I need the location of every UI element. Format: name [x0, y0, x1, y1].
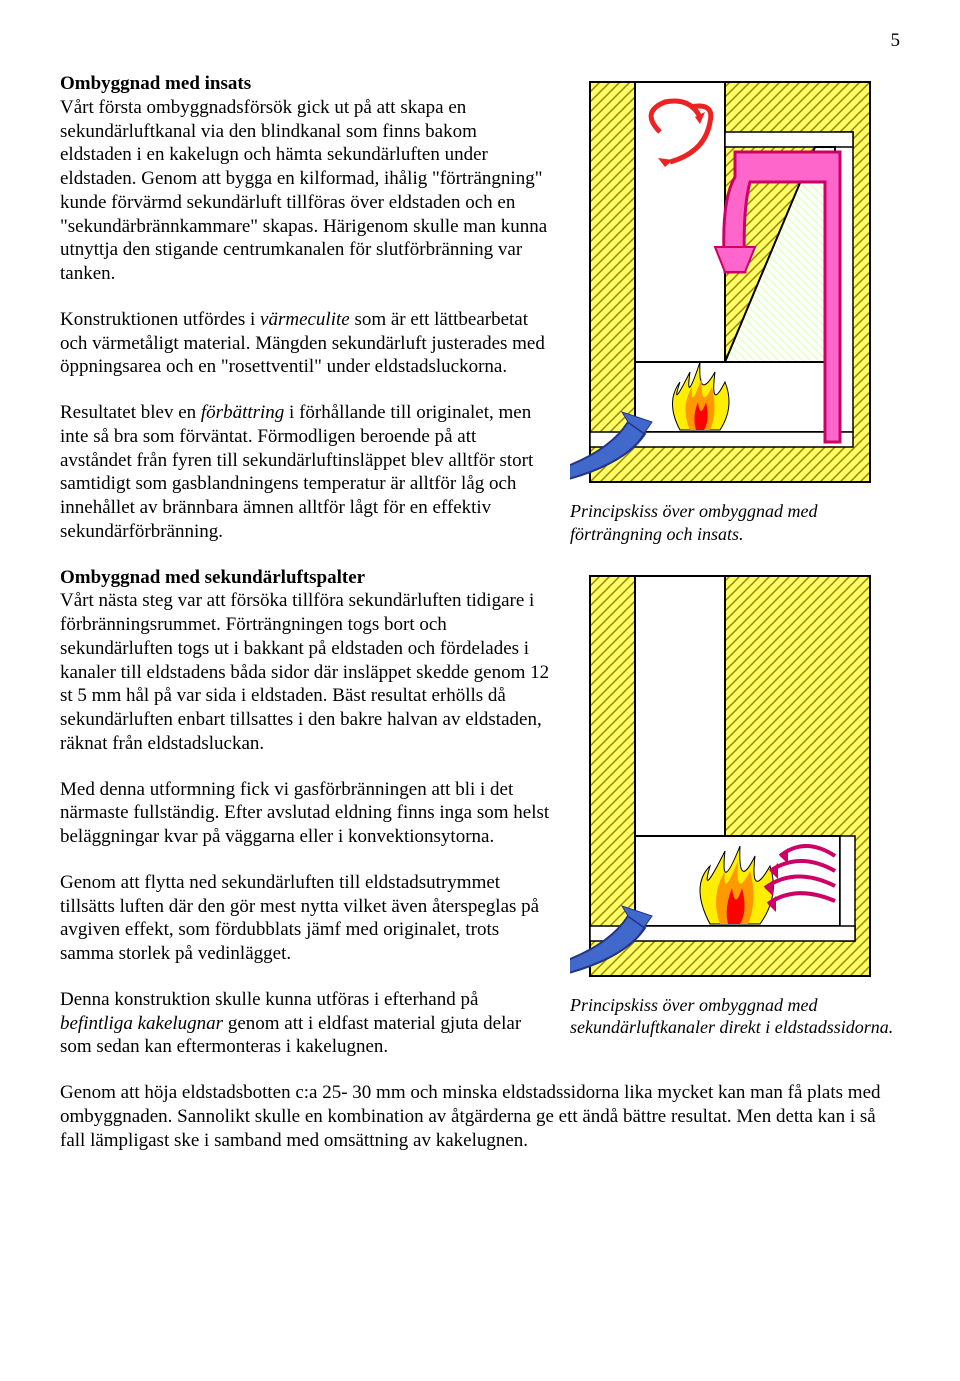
- section1-p3-a: Resultatet blev en: [60, 402, 201, 423]
- diagram-1-caption: Principskiss över ombyggnad med förträng…: [570, 500, 900, 545]
- section2-p1: Ombyggnad med sekundärluftspalter Vårt n…: [60, 566, 550, 756]
- section1-p2: Konstruktionen utfördes i värmeculite so…: [60, 308, 550, 379]
- section1-title: Ombyggnad med insats: [60, 73, 251, 94]
- section2-title: Ombyggnad med sekundärluftspalter: [60, 567, 365, 588]
- section2-p3: Genom att flytta ned sekundärluften till…: [60, 871, 550, 966]
- section2-p2: Med denna utformning fick vi gasförbränn…: [60, 778, 550, 849]
- section1-p3-b: förbättring: [201, 402, 284, 423]
- diagram-1: [570, 72, 890, 492]
- diagram-2-caption: Principskiss över ombyggnad med sekundär…: [570, 994, 900, 1039]
- page-number: 5: [60, 30, 900, 52]
- closing-para: Genom att höja eldstadsbotten c:a 25- 30…: [60, 1081, 900, 1152]
- section2-p4-b: befintliga kakelugnar: [60, 1013, 223, 1034]
- diagram-2: [570, 566, 890, 986]
- section2-p1-text: Vårt nästa steg var att försöka tillföra…: [60, 590, 549, 754]
- section1-p1: Ombyggnad med insats Vårt första ombyggn…: [60, 72, 550, 286]
- section2-p4-a: Denna konstruktion skulle kunna utföras …: [60, 989, 478, 1010]
- section1-p3: Resultatet blev en förbättring i förhåll…: [60, 401, 550, 544]
- section2-p4: Denna konstruktion skulle kunna utföras …: [60, 988, 550, 1059]
- section1-p2-a: Konstruktionen utfördes i: [60, 309, 260, 330]
- section1-p2-b: värmeculite: [260, 309, 350, 330]
- section1-p1-text: Vårt första ombyggnadsförsök gick ut på …: [60, 97, 547, 284]
